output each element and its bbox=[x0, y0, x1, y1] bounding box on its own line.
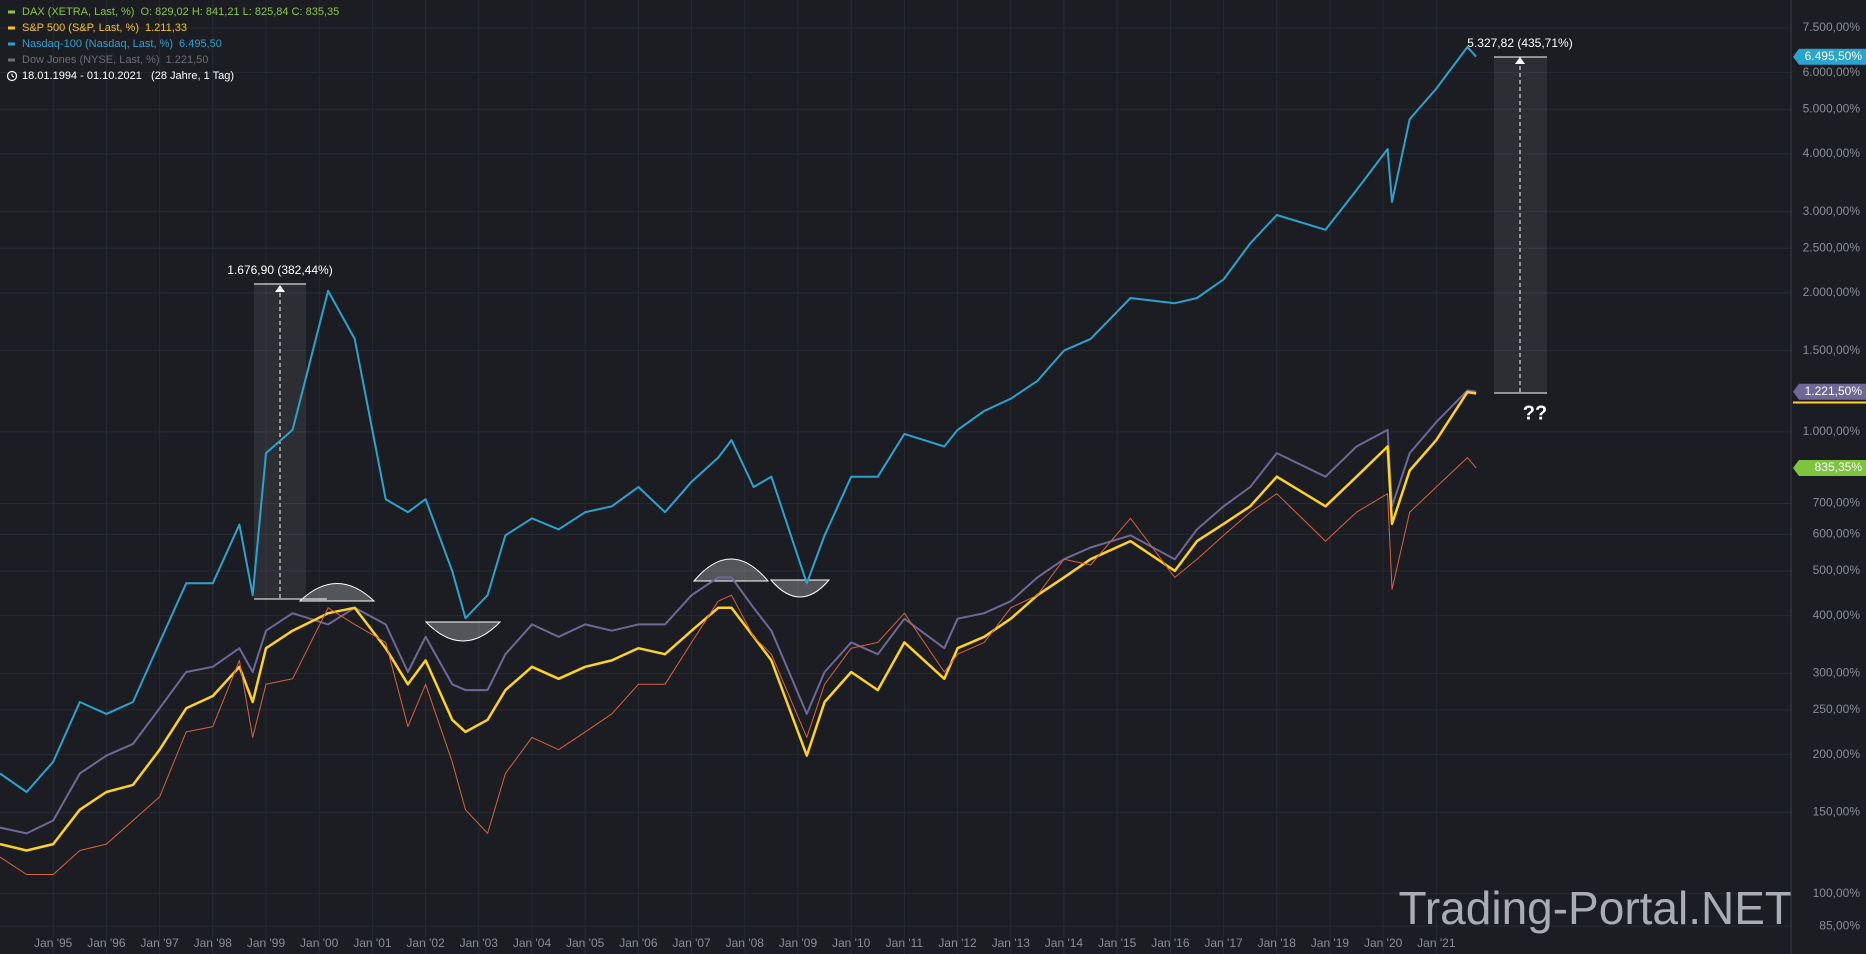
y-tick-label: 7.500,00% bbox=[1803, 20, 1861, 34]
price-tag-label: 835,35% bbox=[1815, 460, 1863, 474]
legend: 18.01.1994 - 01.10.2021 (28 Jahre, 1 Tag… bbox=[6, 6, 339, 82]
series-line bbox=[0, 457, 1477, 875]
y-tick-label: 300,00% bbox=[1813, 666, 1861, 680]
x-tick-label: Jan '19 bbox=[1311, 936, 1350, 950]
arc bbox=[769, 579, 831, 598]
y-tick-label: 2.500,00% bbox=[1803, 240, 1861, 254]
arc bbox=[424, 621, 502, 642]
x-tick-label: Jan '17 bbox=[1204, 936, 1243, 950]
watermark: Trading-Portal.NET bbox=[1398, 882, 1793, 934]
legend-entry: Dow Jones (NYSE, Last, %) 1.221,50 bbox=[22, 54, 208, 66]
x-tick-label: Jan '15 bbox=[1098, 936, 1137, 950]
y-tick-label: 2.000,00% bbox=[1803, 285, 1861, 299]
grid bbox=[0, 0, 1791, 954]
series-lines bbox=[0, 46, 1477, 875]
x-tick-label: Jan '21 bbox=[1417, 936, 1456, 950]
x-tick-label: Jan '01 bbox=[353, 936, 392, 950]
y-tick-label: 250,00% bbox=[1813, 702, 1861, 716]
x-tick-label: Jan '04 bbox=[513, 936, 552, 950]
y-tick-label: 6.000,00% bbox=[1803, 65, 1861, 79]
y-tick-label: 400,00% bbox=[1813, 608, 1861, 622]
y-tick-label: 700,00% bbox=[1813, 496, 1861, 510]
arc bbox=[692, 558, 770, 582]
y-tick-label: 85,00% bbox=[1819, 918, 1860, 932]
legend-name: Nasdaq-100 (Nasdaq, Last, %) bbox=[22, 38, 173, 50]
x-tick-label: Jan '20 bbox=[1364, 936, 1403, 950]
x-tick-label: Jan '95 bbox=[34, 936, 73, 950]
y-tick-label: 200,00% bbox=[1813, 747, 1861, 761]
price-tag bbox=[1793, 459, 1866, 476]
x-tick-label: Jan '13 bbox=[992, 936, 1031, 950]
y-tick-label: 1.500,00% bbox=[1803, 343, 1861, 357]
legend-icon bbox=[8, 26, 15, 30]
x-tick-label: Jan '14 bbox=[1045, 936, 1084, 950]
y-tick-label: 1.000,00% bbox=[1803, 424, 1861, 438]
legend-value: 1.221,50 bbox=[166, 54, 209, 66]
x-tick-label: Jan '07 bbox=[672, 936, 711, 950]
legend-entry: Nasdaq-100 (Nasdaq, Last, %) 6.495,50 bbox=[22, 38, 222, 50]
x-tick-label: Jan '12 bbox=[938, 936, 977, 950]
x-tick-label: Jan '09 bbox=[779, 936, 818, 950]
series-line bbox=[0, 46, 1477, 793]
legend-icon bbox=[8, 58, 15, 62]
date-range: 18.01.1994 - 01.10.2021 (28 Jahre, 1 Tag… bbox=[22, 70, 234, 82]
clock-hand bbox=[11, 73, 15, 78]
legend-name: Dow Jones (NYSE, Last, %) bbox=[22, 54, 160, 66]
legend-name: DAX (XETRA, Last, %) bbox=[22, 6, 134, 18]
series-line bbox=[0, 389, 1477, 835]
y-tick-label: 3.000,00% bbox=[1803, 204, 1861, 218]
x-tick-label: Jan '02 bbox=[406, 936, 445, 950]
legend-icon bbox=[8, 10, 15, 14]
annotation: 5.327,82 (435,71%) bbox=[1467, 36, 1572, 50]
legend-icon bbox=[8, 42, 15, 46]
x-tick-label: Jan '10 bbox=[832, 936, 871, 950]
x-tick-label: Jan '99 bbox=[247, 936, 286, 950]
x-tick-label: Jan '16 bbox=[1151, 936, 1190, 950]
y-tick-label: 150,00% bbox=[1813, 804, 1861, 818]
annotation: ?? bbox=[1523, 402, 1547, 424]
y-tick-label: 600,00% bbox=[1813, 527, 1861, 541]
legend-value: O: 829,02 H: 841,21 L: 825,84 C: 835,35 bbox=[140, 6, 339, 18]
price-tag bbox=[1793, 48, 1866, 65]
y-tick-label: 5.000,00% bbox=[1803, 101, 1861, 115]
y-tick-label: 500,00% bbox=[1813, 563, 1861, 577]
price-tag bbox=[1793, 383, 1866, 400]
legend-name: S&P 500 (S&P, Last, %) bbox=[22, 22, 139, 34]
series-line bbox=[0, 390, 1477, 852]
x-tick-label: Jan '05 bbox=[566, 936, 605, 950]
x-tick-label: Jan '98 bbox=[194, 936, 233, 950]
price-axis bbox=[1791, 0, 1866, 954]
arrow-head bbox=[1515, 57, 1525, 64]
legend-entry: DAX (XETRA, Last, %) O: 829,02 H: 841,21 … bbox=[22, 6, 339, 18]
arc bbox=[298, 583, 376, 602]
legend-entry: S&P 500 (S&P, Last, %) 1.211,33 bbox=[22, 22, 187, 34]
y-tick-label: 100,00% bbox=[1813, 886, 1861, 900]
measure-box bbox=[1494, 57, 1547, 393]
price-tag-label: 6.495,50% bbox=[1805, 49, 1863, 63]
x-tick-label: Jan '00 bbox=[300, 936, 339, 950]
y-tick-label: 4.000,00% bbox=[1803, 146, 1861, 160]
x-tick-label: Jan '97 bbox=[140, 936, 179, 950]
x-tick-label: Jan '18 bbox=[1258, 936, 1297, 950]
annotation: 1.676,90 (382,44%) bbox=[227, 263, 332, 277]
axis-labels: 85,00% 100,00% 150,00% 200,00% 250,00% 300,00… bbox=[34, 20, 1866, 950]
arrow-head bbox=[275, 285, 285, 292]
x-tick-label: Jan '11 bbox=[886, 936, 924, 950]
x-tick-label: Jan '96 bbox=[87, 936, 126, 950]
legend-value: 1.211,33 bbox=[145, 22, 187, 34]
x-tick-label: Jan '03 bbox=[460, 936, 499, 950]
price-tag-label: 1.221,50% bbox=[1805, 384, 1863, 398]
x-tick-label: Jan '06 bbox=[619, 936, 658, 950]
x-tick-label: Jan '08 bbox=[726, 936, 765, 950]
clock-icon bbox=[6, 70, 18, 82]
legend-value: 6.495,50 bbox=[179, 38, 222, 50]
